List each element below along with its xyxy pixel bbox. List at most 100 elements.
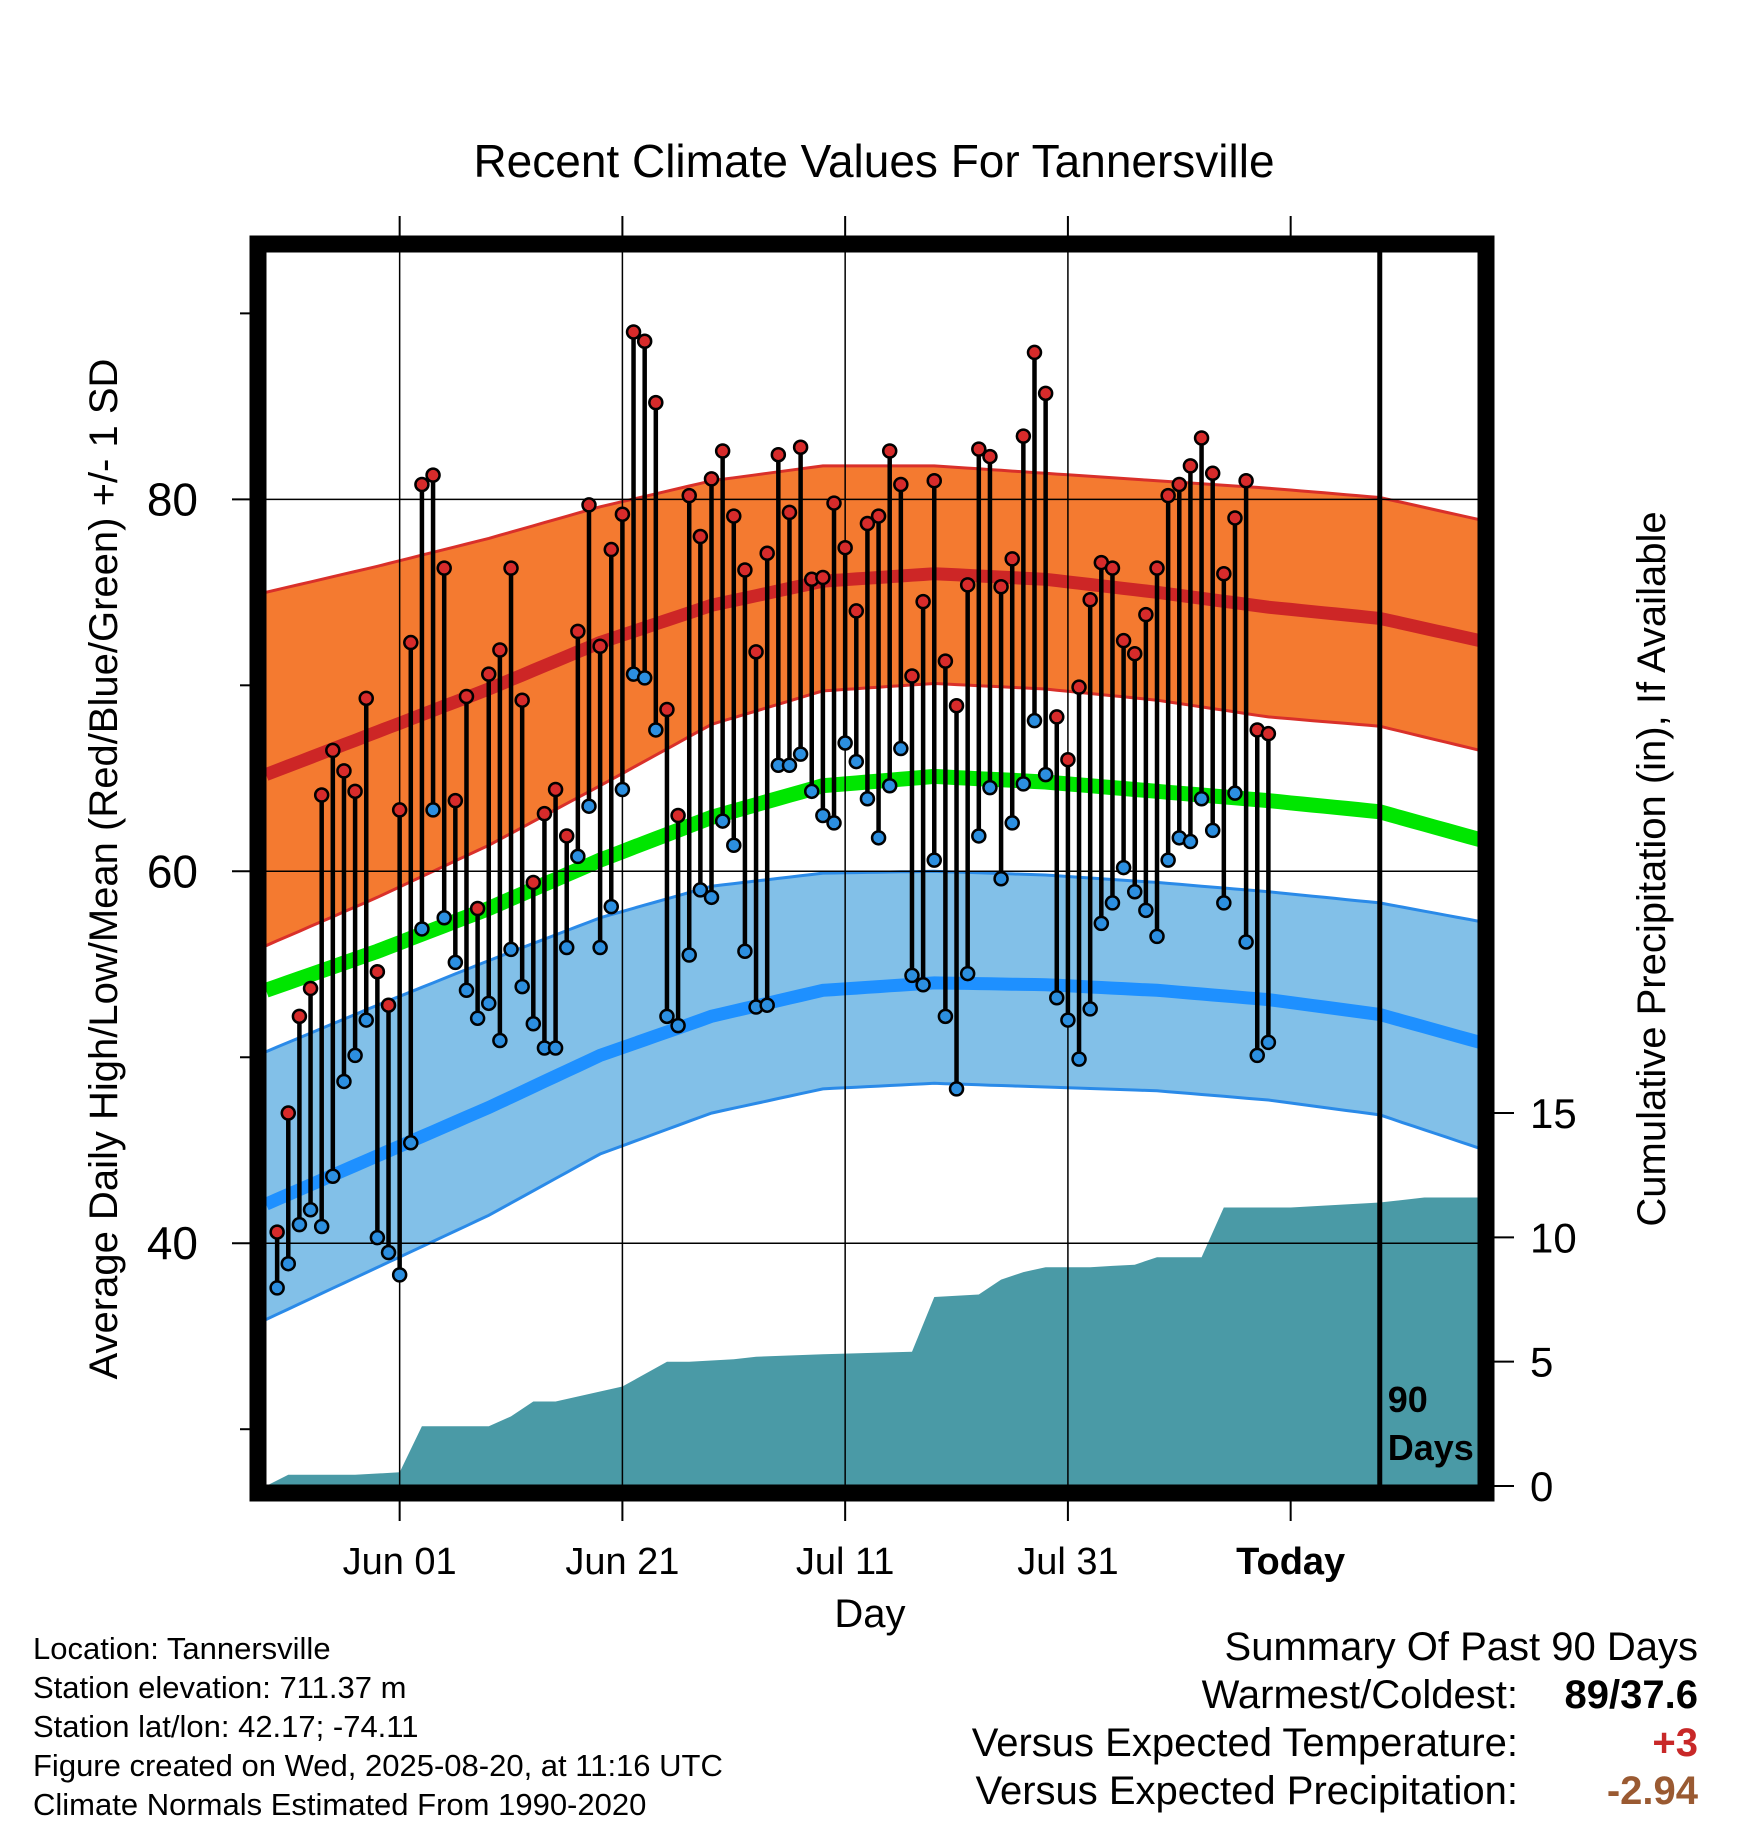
daily-high-point — [1182, 458, 1199, 474]
daily-high-point — [603, 541, 620, 558]
daily-high-point — [302, 980, 319, 997]
daily-low-point — [1227, 785, 1243, 801]
daily-high-point — [781, 504, 798, 521]
daily-high-point — [291, 1008, 308, 1025]
daily-high-point — [1204, 465, 1221, 482]
daily-low-point — [481, 995, 497, 1012]
temp-anomaly-value: +3 — [1652, 1721, 1698, 1765]
daily-low-point — [826, 815, 842, 831]
daily-high-point — [659, 701, 675, 718]
low-sd-band — [266, 871, 1480, 1320]
daily-high-point — [469, 900, 486, 917]
precip-anomaly-value: -2.94 — [1606, 1769, 1698, 1813]
daily-low-point — [558, 939, 575, 956]
daily-low-point — [948, 1081, 965, 1097]
daily-low-point — [514, 978, 530, 995]
daily-low-point — [325, 1168, 341, 1185]
daily-high-point — [458, 688, 475, 705]
daily-low-point — [893, 740, 909, 757]
daily-high-point — [481, 666, 497, 682]
daily-high-point — [503, 560, 519, 576]
daily-low-point — [859, 791, 876, 807]
x-tick-label: Jul 11 — [796, 1541, 895, 1583]
daily-high-point — [425, 467, 441, 483]
daily-high-point — [1138, 606, 1154, 623]
daily-low-point — [1149, 928, 1165, 945]
y2-tick-label: 15 — [1530, 1090, 1577, 1137]
high-sd-band — [266, 465, 1480, 946]
daily-low-point — [1071, 1051, 1087, 1067]
high-upper-line — [266, 464, 1480, 594]
x-tick-label: Today — [1236, 1541, 1345, 1583]
daily-low-point — [313, 1218, 330, 1235]
daily-high-point — [859, 515, 876, 532]
daily-high-point — [1060, 751, 1076, 768]
daily-high-point — [447, 792, 464, 809]
daily-high-point — [993, 579, 1009, 595]
daily-high-point — [648, 394, 664, 411]
daily-high-point — [1126, 645, 1143, 662]
daily-high-point — [714, 443, 731, 459]
summary-panel: Summary Of Past 90 Days Warmest/Coldest:… — [798, 1623, 1698, 1815]
daily-low-point — [369, 1229, 386, 1246]
daily-low-point — [1060, 1012, 1076, 1028]
daily-low-point — [570, 848, 586, 865]
plot-area — [266, 464, 1480, 1485]
daily-low-point — [1026, 712, 1043, 729]
daily-low-point — [1015, 776, 1032, 792]
daily-high-point — [547, 781, 564, 798]
daily-high-point — [1160, 487, 1176, 504]
daily-high-point — [681, 487, 697, 504]
daily-low-point — [1182, 833, 1199, 850]
daily-low-point — [648, 722, 664, 738]
daily-high-point — [625, 324, 642, 340]
daily-low-point — [1104, 895, 1121, 911]
daily-high-point — [1193, 430, 1210, 446]
daily-high-point — [937, 653, 954, 669]
daily-low-point — [971, 828, 987, 844]
plot-frame — [249, 235, 1495, 1502]
daily-low-point — [781, 757, 798, 774]
daily-low-point — [436, 910, 452, 926]
daily-low-point — [1238, 934, 1254, 950]
daily-low-point — [670, 1017, 686, 1034]
daily-high-point — [1026, 344, 1043, 361]
y2-tick-label: 0 — [1530, 1463, 1553, 1510]
daily-low-point — [469, 1010, 486, 1026]
daily-low-point — [792, 746, 809, 762]
daily-low-point — [547, 1040, 564, 1056]
daily-high-point — [915, 593, 931, 610]
daily-high-point — [1049, 709, 1065, 725]
daily-low-point — [1138, 902, 1154, 919]
daily-high-point — [592, 638, 608, 655]
daily-low-point — [1216, 895, 1232, 911]
daily-low-point — [347, 1047, 363, 1064]
daily-high-point — [325, 742, 341, 759]
daily-low-point — [926, 852, 943, 868]
daily-high-point — [1227, 510, 1243, 526]
daily-low-point — [714, 813, 731, 829]
daily-low-point — [1082, 1001, 1098, 1017]
y2-tick-label: 5 — [1530, 1339, 1553, 1386]
daily-low-point — [848, 753, 865, 770]
daily-low-point — [447, 954, 464, 971]
daily-low-point — [692, 882, 709, 898]
summary-header: Summary Of Past 90 Days — [1224, 1625, 1698, 1669]
daily-low-point — [380, 1244, 397, 1261]
location-text: Location: Tannersville — [33, 1631, 331, 1666]
daily-high-point — [492, 642, 508, 658]
summary-warmest-row: Warmest/Coldest: 89/37.6 — [798, 1671, 1698, 1719]
daily-high-point — [514, 692, 530, 708]
daily-high-point — [1238, 472, 1254, 489]
daily-low-point — [525, 1016, 542, 1032]
daily-temperature-layer: 90 Days — [269, 324, 1474, 1468]
daily-low-point — [336, 1073, 352, 1090]
axes: 40 60 80 0 5 10 15 Jun 01 Jun 21 Jul 11 Jul 31 Toda… — [147, 216, 1577, 1583]
daily-low-point — [870, 830, 887, 846]
daily-high-point — [670, 807, 686, 824]
y2-tick-label: 10 — [1530, 1214, 1577, 1261]
daily-high-point — [1071, 679, 1087, 695]
daily-low-point — [937, 1008, 954, 1025]
warmest-value: 89/37.6 — [1564, 1673, 1698, 1717]
